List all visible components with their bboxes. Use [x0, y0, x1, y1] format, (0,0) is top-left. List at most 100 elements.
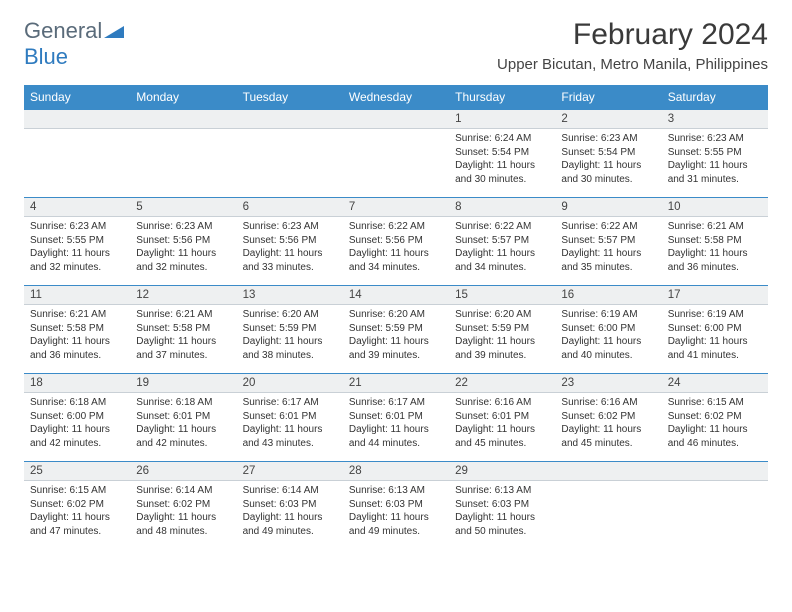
logo-text-general: General	[24, 18, 102, 43]
day-data: Sunrise: 6:20 AMSunset: 5:59 PMDaylight:…	[343, 305, 449, 366]
day-data-line: Sunrise: 6:16 AM	[561, 396, 655, 410]
day-data: Sunrise: 6:18 AMSunset: 6:01 PMDaylight:…	[130, 393, 236, 454]
day-data-line: Sunset: 6:00 PM	[30, 410, 124, 424]
day-number: 1	[449, 109, 555, 129]
day-header: Sunday	[24, 85, 130, 109]
day-data-line: Daylight: 11 hours and 32 minutes.	[30, 247, 124, 274]
day-data: Sunrise: 6:23 AMSunset: 5:56 PMDaylight:…	[130, 217, 236, 278]
day-data-line: Daylight: 11 hours and 48 minutes.	[136, 511, 230, 538]
day-cell: 28Sunrise: 6:13 AMSunset: 6:03 PMDayligh…	[343, 461, 449, 549]
day-data: Sunrise: 6:18 AMSunset: 6:00 PMDaylight:…	[24, 393, 130, 454]
day-data-line: Sunrise: 6:23 AM	[243, 220, 337, 234]
day-number: 13	[237, 285, 343, 305]
day-data-line: Daylight: 11 hours and 40 minutes.	[561, 335, 655, 362]
day-number: 20	[237, 373, 343, 393]
day-data-line: Sunset: 6:02 PM	[136, 498, 230, 512]
day-number: 10	[662, 197, 768, 217]
day-cell: 19Sunrise: 6:18 AMSunset: 6:01 PMDayligh…	[130, 373, 236, 461]
day-data: Sunrise: 6:15 AMSunset: 6:02 PMDaylight:…	[24, 481, 130, 542]
day-data-line: Sunset: 6:00 PM	[668, 322, 762, 336]
day-cell: 11Sunrise: 6:21 AMSunset: 5:58 PMDayligh…	[24, 285, 130, 373]
day-data-line: Sunrise: 6:20 AM	[349, 308, 443, 322]
day-cell: 6Sunrise: 6:23 AMSunset: 5:56 PMDaylight…	[237, 197, 343, 285]
day-number: 25	[24, 461, 130, 481]
day-cell: 16Sunrise: 6:19 AMSunset: 6:00 PMDayligh…	[555, 285, 661, 373]
day-data: Sunrise: 6:23 AMSunset: 5:55 PMDaylight:…	[662, 129, 768, 190]
day-number: 26	[130, 461, 236, 481]
day-data-line: Sunset: 5:54 PM	[455, 146, 549, 160]
day-cell: 23Sunrise: 6:16 AMSunset: 6:02 PMDayligh…	[555, 373, 661, 461]
day-data-line: Sunrise: 6:19 AM	[561, 308, 655, 322]
day-data-line: Sunset: 6:03 PM	[349, 498, 443, 512]
day-data-line: Sunrise: 6:20 AM	[243, 308, 337, 322]
day-data: Sunrise: 6:19 AMSunset: 6:00 PMDaylight:…	[555, 305, 661, 366]
day-header: Thursday	[449, 85, 555, 109]
day-data-line: Sunset: 5:55 PM	[30, 234, 124, 248]
day-data-line: Sunrise: 6:18 AM	[136, 396, 230, 410]
day-data-line: Sunset: 5:58 PM	[30, 322, 124, 336]
week-row: 1Sunrise: 6:24 AMSunset: 5:54 PMDaylight…	[24, 109, 768, 197]
day-data: Sunrise: 6:23 AMSunset: 5:55 PMDaylight:…	[24, 217, 130, 278]
day-data: Sunrise: 6:17 AMSunset: 6:01 PMDaylight:…	[237, 393, 343, 454]
day-data	[130, 129, 236, 136]
day-data-line: Daylight: 11 hours and 31 minutes.	[668, 159, 762, 186]
day-data-line: Sunrise: 6:21 AM	[136, 308, 230, 322]
day-data: Sunrise: 6:20 AMSunset: 5:59 PMDaylight:…	[449, 305, 555, 366]
day-data: Sunrise: 6:20 AMSunset: 5:59 PMDaylight:…	[237, 305, 343, 366]
day-number: 14	[343, 285, 449, 305]
day-data-line: Sunrise: 6:23 AM	[668, 132, 762, 146]
day-header: Wednesday	[343, 85, 449, 109]
day-number	[237, 109, 343, 129]
location: Upper Bicutan, Metro Manila, Philippines	[497, 56, 768, 73]
day-cell: 26Sunrise: 6:14 AMSunset: 6:02 PMDayligh…	[130, 461, 236, 549]
day-cell	[555, 461, 661, 549]
day-cell	[24, 109, 130, 197]
day-data: Sunrise: 6:15 AMSunset: 6:02 PMDaylight:…	[662, 393, 768, 454]
day-cell: 7Sunrise: 6:22 AMSunset: 5:56 PMDaylight…	[343, 197, 449, 285]
day-cell: 5Sunrise: 6:23 AMSunset: 5:56 PMDaylight…	[130, 197, 236, 285]
day-header: Tuesday	[237, 85, 343, 109]
day-number	[130, 109, 236, 129]
day-cell	[130, 109, 236, 197]
day-data-line: Sunset: 5:56 PM	[349, 234, 443, 248]
day-number: 5	[130, 197, 236, 217]
day-cell: 9Sunrise: 6:22 AMSunset: 5:57 PMDaylight…	[555, 197, 661, 285]
day-data-line: Sunset: 5:58 PM	[668, 234, 762, 248]
day-number: 12	[130, 285, 236, 305]
day-cell: 29Sunrise: 6:13 AMSunset: 6:03 PMDayligh…	[449, 461, 555, 549]
day-data-line: Sunrise: 6:17 AM	[243, 396, 337, 410]
day-data-line: Sunset: 5:59 PM	[455, 322, 549, 336]
day-cell: 17Sunrise: 6:19 AMSunset: 6:00 PMDayligh…	[662, 285, 768, 373]
day-data-line: Daylight: 11 hours and 41 minutes.	[668, 335, 762, 362]
day-data-line: Daylight: 11 hours and 47 minutes.	[30, 511, 124, 538]
day-data-line: Daylight: 11 hours and 30 minutes.	[561, 159, 655, 186]
day-number: 16	[555, 285, 661, 305]
day-cell	[237, 109, 343, 197]
day-number: 21	[343, 373, 449, 393]
day-data-line: Sunset: 5:57 PM	[455, 234, 549, 248]
day-data-line: Daylight: 11 hours and 39 minutes.	[349, 335, 443, 362]
day-data-line: Sunrise: 6:21 AM	[30, 308, 124, 322]
day-number	[24, 109, 130, 129]
day-data: Sunrise: 6:16 AMSunset: 6:01 PMDaylight:…	[449, 393, 555, 454]
day-number	[343, 109, 449, 129]
day-data: Sunrise: 6:21 AMSunset: 5:58 PMDaylight:…	[662, 217, 768, 278]
day-data-line: Sunrise: 6:19 AM	[668, 308, 762, 322]
day-data-line: Sunrise: 6:23 AM	[136, 220, 230, 234]
day-data	[343, 129, 449, 136]
day-cell	[343, 109, 449, 197]
day-data	[237, 129, 343, 136]
day-data-line: Sunrise: 6:13 AM	[455, 484, 549, 498]
month-title: February 2024	[497, 18, 768, 52]
day-cell: 21Sunrise: 6:17 AMSunset: 6:01 PMDayligh…	[343, 373, 449, 461]
day-data: Sunrise: 6:13 AMSunset: 6:03 PMDaylight:…	[343, 481, 449, 542]
day-data-line: Sunset: 5:55 PM	[668, 146, 762, 160]
day-data-line: Sunset: 5:56 PM	[243, 234, 337, 248]
day-data-line: Sunrise: 6:23 AM	[30, 220, 124, 234]
day-data: Sunrise: 6:23 AMSunset: 5:56 PMDaylight:…	[237, 217, 343, 278]
day-data-line: Daylight: 11 hours and 49 minutes.	[243, 511, 337, 538]
day-cell: 4Sunrise: 6:23 AMSunset: 5:55 PMDaylight…	[24, 197, 130, 285]
day-cell: 10Sunrise: 6:21 AMSunset: 5:58 PMDayligh…	[662, 197, 768, 285]
day-data-line: Sunrise: 6:22 AM	[349, 220, 443, 234]
week-row: 18Sunrise: 6:18 AMSunset: 6:00 PMDayligh…	[24, 373, 768, 461]
